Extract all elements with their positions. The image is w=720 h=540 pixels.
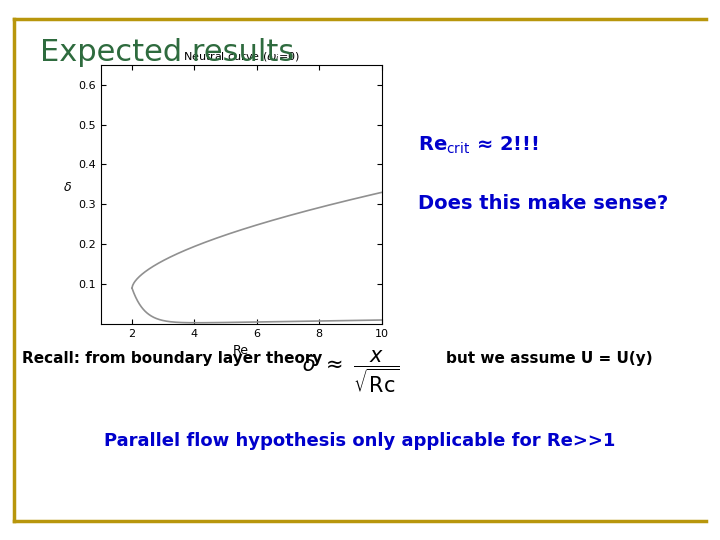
Text: Re$_{\rm crit}$ ≈ 2!!!: Re$_{\rm crit}$ ≈ 2!!! (418, 135, 539, 156)
Title: Neutral curve ($\omega_i$=0): Neutral curve ($\omega_i$=0) (183, 51, 300, 64)
X-axis label: Re: Re (233, 345, 249, 357)
Text: but we assume U = U(y): but we assume U = U(y) (446, 351, 653, 366)
Text: $\delta\ \approx\ \dfrac{x}{\sqrt{\mathrm{Rc}}}$: $\delta\ \approx\ \dfrac{x}{\sqrt{\mathr… (302, 348, 400, 395)
Y-axis label: $\delta$: $\delta$ (63, 181, 71, 194)
Text: Does this make sense?: Does this make sense? (418, 194, 668, 213)
Text: Expected results: Expected results (40, 38, 294, 67)
Text: Parallel flow hypothesis only applicable for Re>>1: Parallel flow hypothesis only applicable… (104, 432, 616, 450)
Text: Recall: from boundary layer theory: Recall: from boundary layer theory (22, 351, 322, 366)
